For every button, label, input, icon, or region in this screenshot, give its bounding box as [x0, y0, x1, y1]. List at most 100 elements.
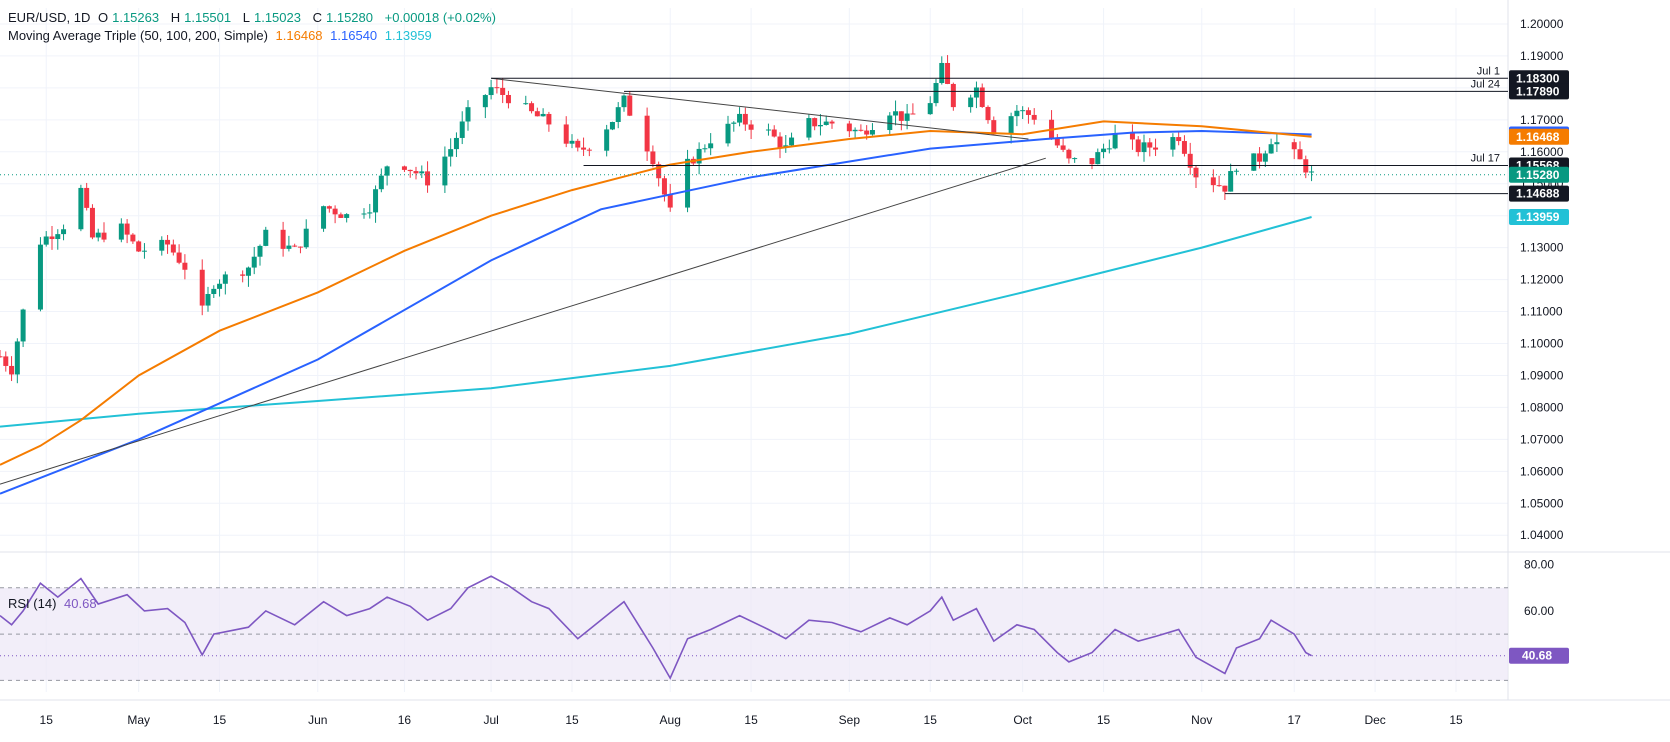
candle-down: [1153, 147, 1159, 150]
time-tick-label: Dec: [1364, 713, 1385, 727]
candle-down: [575, 140, 581, 148]
candle-up: [217, 283, 223, 289]
candle-up: [1020, 110, 1026, 112]
candle-up: [442, 156, 448, 186]
candle-down: [1135, 139, 1141, 153]
candle-up: [523, 103, 529, 105]
level-price-tag: 1.17890: [1516, 84, 1560, 98]
price-tick-label: 1.19000: [1520, 49, 1564, 63]
candle-up: [1262, 153, 1268, 162]
candle-up: [222, 274, 228, 284]
candle-up: [20, 309, 26, 342]
ma-title: Moving Average Triple (50, 100, 200, Sim…: [8, 28, 268, 43]
candle-up: [1274, 142, 1280, 145]
rsi-value-tag: 40.68: [1522, 649, 1552, 663]
candle-down: [130, 234, 136, 242]
candle-up: [286, 245, 292, 249]
candle-down: [1222, 185, 1228, 192]
time-tick-label: 15: [40, 713, 54, 727]
candle-up: [696, 148, 702, 164]
candle-down: [9, 365, 15, 375]
candle-up: [263, 229, 269, 246]
candle-down: [101, 232, 107, 240]
price-tick-label: 1.07000: [1520, 432, 1564, 446]
low-value: 1.15023: [253, 10, 301, 25]
price-tick-label: 1.10000: [1520, 337, 1564, 351]
candle-up: [378, 175, 384, 190]
candle-up: [904, 113, 910, 121]
candle-down: [1193, 167, 1199, 178]
time-tick-label: 15: [744, 713, 758, 727]
price-tick-label: 1.11000: [1520, 305, 1563, 319]
candle-up: [211, 288, 217, 295]
candle-up: [615, 107, 621, 122]
candle-down: [176, 252, 182, 263]
time-tick-label: Sep: [839, 713, 861, 727]
rsi-tick-label: 80.00: [1524, 558, 1554, 572]
ma-legend: Moving Average Triple (50, 100, 200, Sim…: [8, 28, 436, 44]
level-price-tag-bg: [1509, 185, 1569, 202]
candle-up: [384, 166, 390, 176]
candle-up: [55, 234, 61, 240]
candle-down: [985, 106, 991, 121]
high-label: H: [170, 10, 181, 25]
time-tick-label: May: [127, 713, 150, 727]
candle-up: [1106, 148, 1112, 150]
candle-up: [43, 236, 49, 245]
candle-up: [205, 294, 211, 306]
candle-up: [852, 129, 858, 132]
indicator-price-tag-bg: [1509, 128, 1569, 145]
candle-down: [89, 207, 95, 238]
candle-up: [257, 245, 263, 257]
close-label: C: [312, 10, 322, 25]
candle-down: [297, 246, 303, 248]
candle-down: [627, 95, 633, 116]
close-value: 1.15280: [326, 10, 373, 25]
indicator-price-tag: 1.16468: [1516, 130, 1560, 144]
candle-down: [644, 115, 650, 152]
candle-down: [332, 208, 338, 215]
candle-up: [448, 149, 454, 157]
candle-up: [344, 214, 350, 218]
indicator-price-tag: 1.15280: [1516, 168, 1560, 182]
candle-down: [413, 171, 419, 174]
candle-down: [661, 178, 667, 195]
time-tick-label: Nov: [1191, 713, 1212, 727]
candle-up: [459, 121, 465, 138]
candle-down: [581, 147, 587, 150]
time-tick-label: 15: [1097, 713, 1111, 727]
candle-up: [465, 107, 471, 122]
candle-up: [569, 140, 575, 144]
candle-up: [1008, 116, 1014, 135]
candle-up: [1251, 153, 1257, 171]
candle-down: [858, 129, 864, 131]
candle-down: [563, 124, 569, 144]
candle-up: [1014, 110, 1020, 117]
candle-up: [159, 239, 165, 251]
symbol-name: EUR/USD, 1D: [8, 10, 91, 25]
candle-up: [789, 137, 795, 146]
candles-group: [0, 55, 1315, 384]
level-date-label: Jul 1: [1477, 65, 1500, 77]
candle-down: [494, 87, 500, 89]
candle-down: [667, 194, 673, 208]
candle-down: [950, 83, 956, 108]
candle-down: [1257, 153, 1263, 162]
candle-up: [453, 137, 459, 150]
candle-down: [505, 94, 511, 104]
level-price-tag: 1.18300: [1516, 71, 1560, 85]
candle-up: [1228, 171, 1234, 192]
candle-up: [893, 111, 899, 116]
candle-down: [991, 120, 997, 135]
candle-down: [3, 356, 9, 366]
candle-down: [1147, 142, 1153, 148]
candle-down: [945, 62, 951, 84]
ma200-line: [0, 216, 1312, 428]
candle-up: [61, 229, 67, 235]
rsi-title: RSI (14): [8, 596, 57, 611]
time-tick-label: 16: [398, 713, 412, 727]
price-tick-label: 1.05000: [1520, 496, 1564, 510]
time-tick-label: Aug: [660, 713, 681, 727]
symbol-legend: EUR/USD, 1D O 1.15263 H 1.15501 L 1.15023 C…: [8, 10, 500, 26]
